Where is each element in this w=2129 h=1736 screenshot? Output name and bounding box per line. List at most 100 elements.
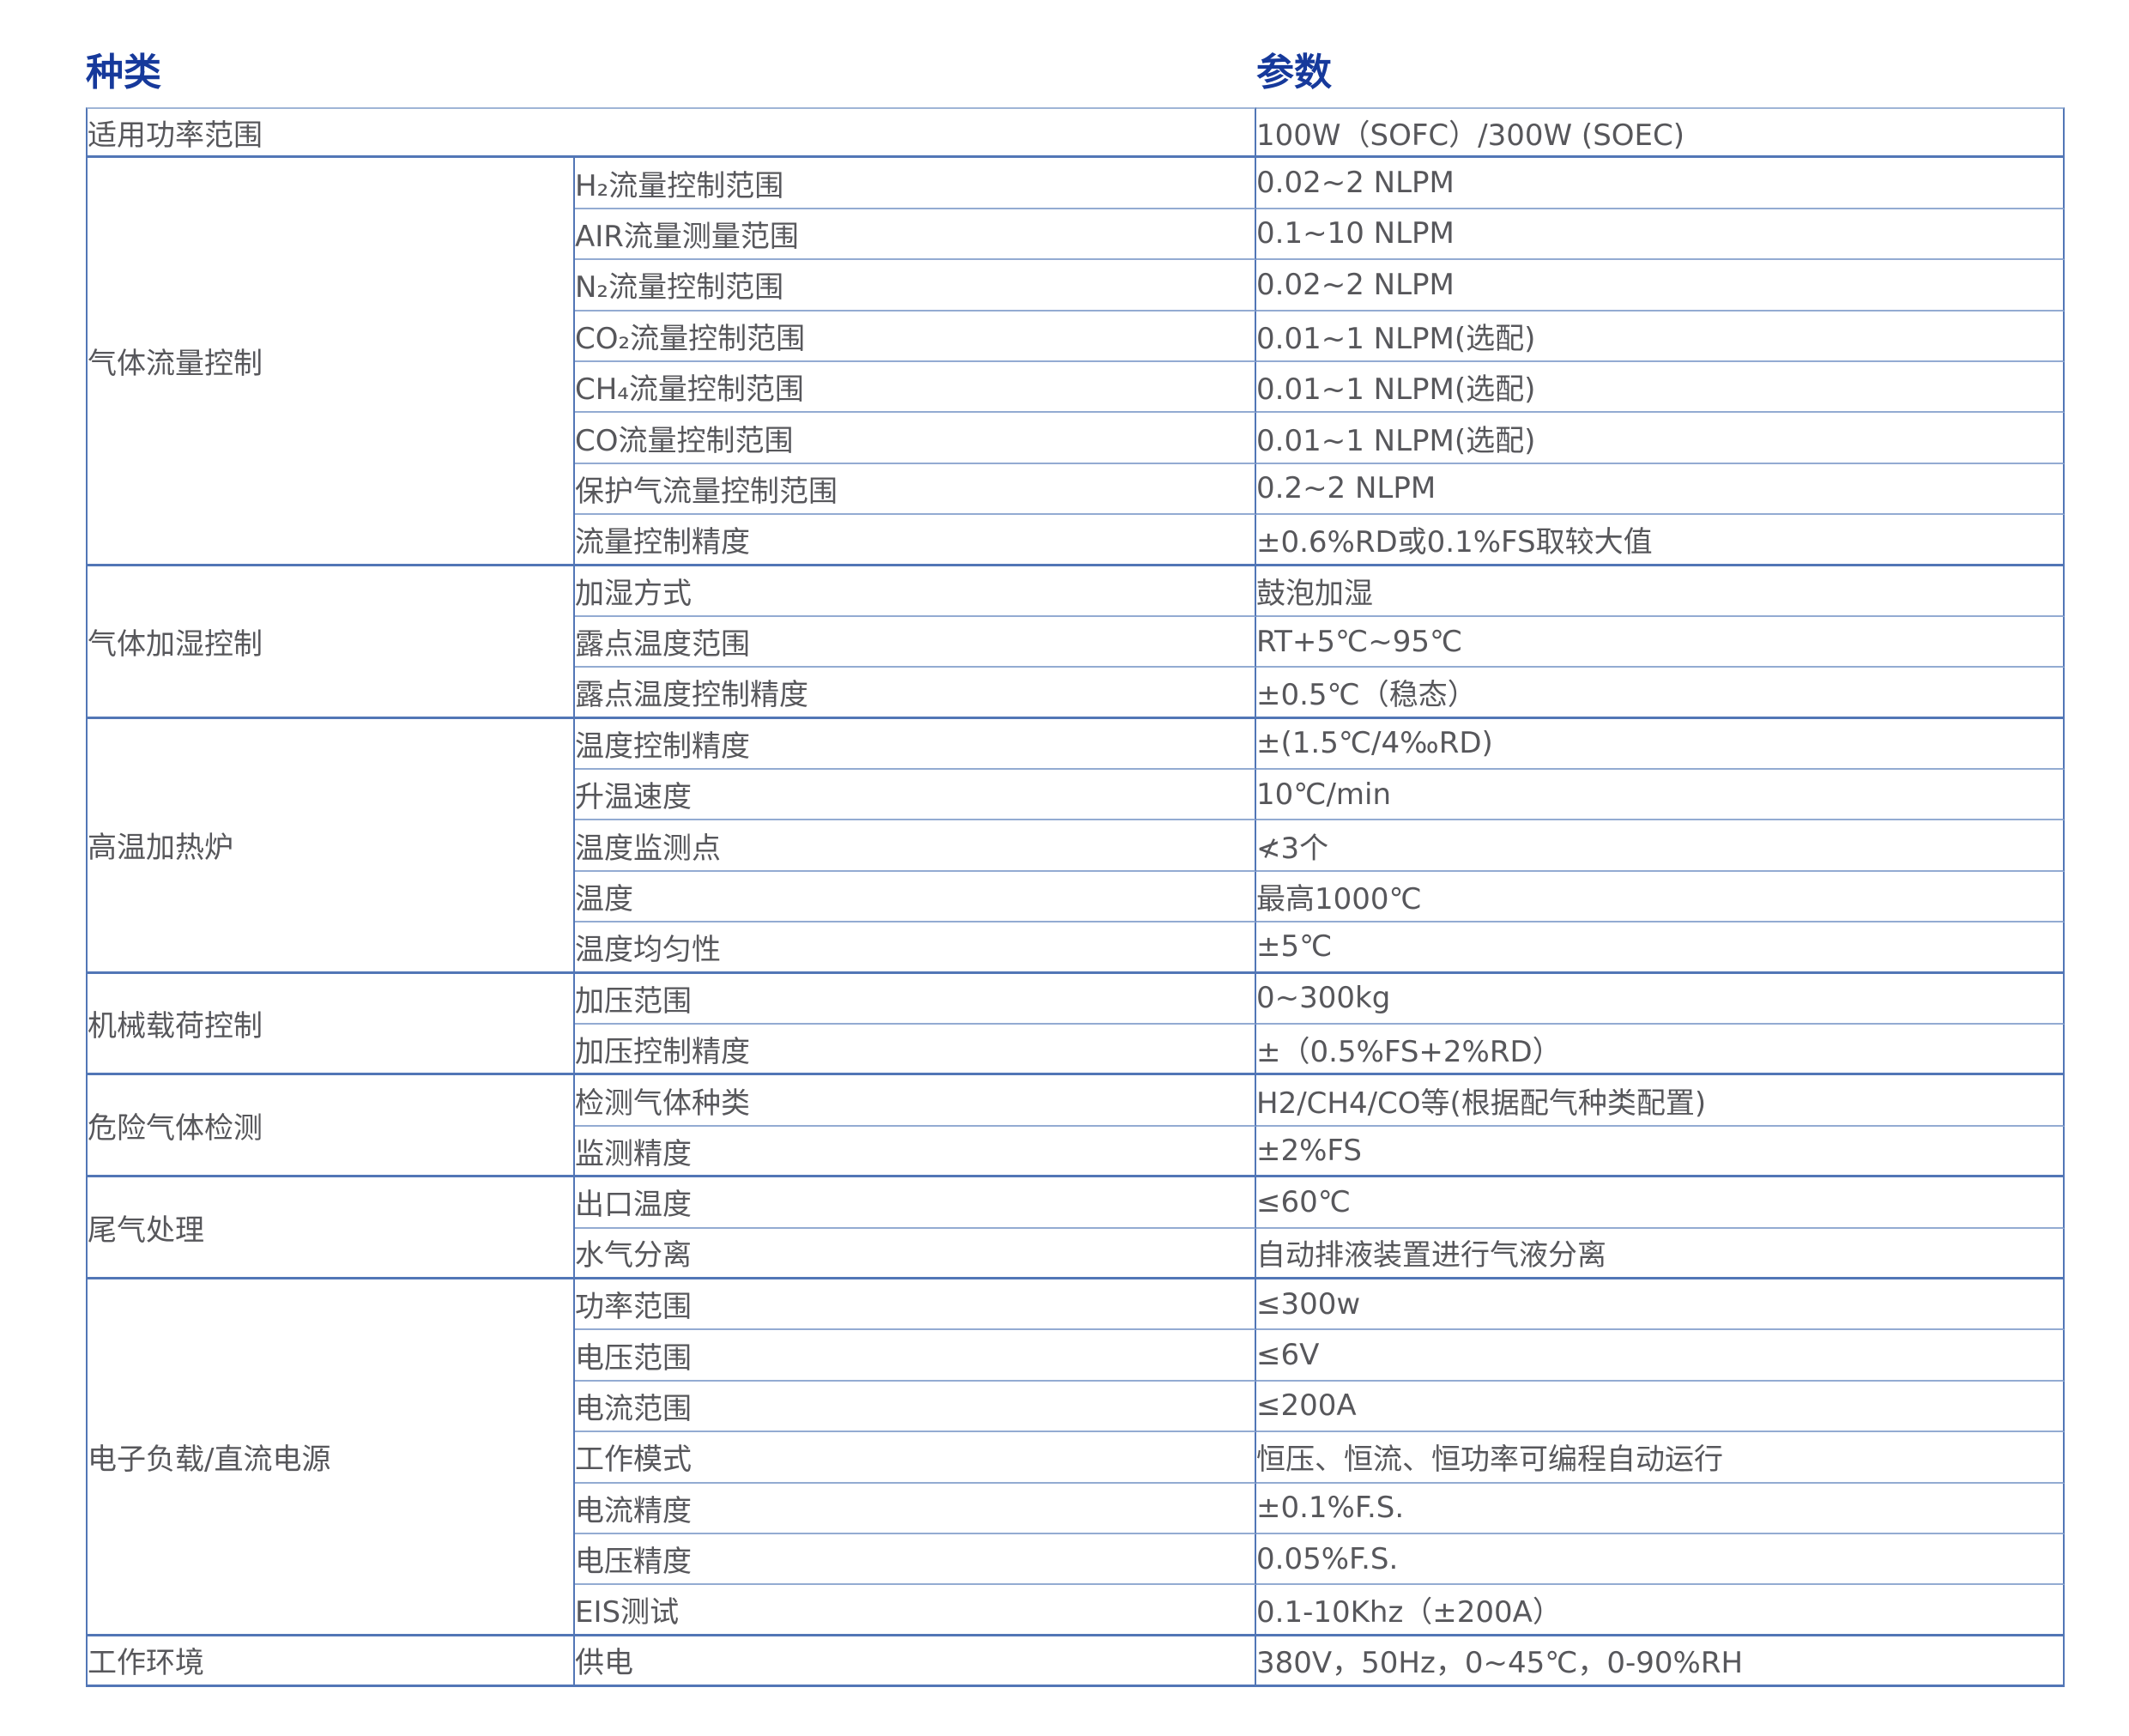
value-cell: ±0.6%RD或0.1%FS取较大值 [1256,515,2065,566]
table-row: 电流范围 ≤200A [86,1381,2065,1433]
table-row: EIS测试 0.1-10Khz（±200A） [86,1585,2065,1636]
value-cell: ≤300w [1256,1279,2065,1331]
value-cell: 0.2~2 NLPM [1256,463,2065,516]
param-cell: 保护气流量控制范围 [575,463,1256,516]
table-row: 电子负载/直流电源 功率范围 ≤300w [86,1279,2065,1636]
category-cell: 气体流量控制 [86,158,575,566]
param-cell: 流量控制精度 [575,515,1256,566]
table-row: CO₂流量控制范围 0.01~1 NLPM(选配) [86,311,2065,362]
spec-table: 种类 参数 适用功率范围 100W（SOFC）/300W (SOEC) 气体流量… [86,30,2065,1688]
table-row: 电压精度 0.05%F.S. [86,1533,2065,1586]
param-cell: EIS测试 [575,1585,1256,1636]
category-cell: 危险气体检测 [86,1075,575,1178]
param-cell: 功率范围 [575,1279,1256,1331]
param-cell: 电流范围 [575,1381,1256,1433]
value-cell: 鼓泡加湿 [1256,566,2065,617]
table-row-power-range: 适用功率范围 100W（SOFC）/300W (SOEC) [86,107,2065,159]
value-cell: ±(1.5℃/4‰RD) [1256,718,2065,771]
table-row: 流量控制精度 ±0.6%RD或0.1%FS取较大值 [86,515,2065,566]
table-row: 温度 最高1000℃ [86,871,2065,923]
param-cell: 加湿方式 [575,566,1256,617]
category-cell: 尾气处理 [86,1177,575,1279]
param-cell: 监测精度 [575,1126,1256,1178]
header-row: 种类 参数 [86,30,2065,107]
header-category-label: 种类 [86,51,161,94]
param-cell: 加压控制精度 [575,1025,1256,1076]
param-cell: 温度控制精度 [575,718,1256,771]
table-row: 高温加热炉 温度控制精度 ±(1.5℃/4‰RD) [86,718,2065,974]
param-cell: AIR流量测量范围 [575,209,1256,261]
param-cell: CO₂流量控制范围 [575,311,1256,362]
table-row: 加压控制精度 ±（0.5%FS+2%RD） [86,1025,2065,1076]
table-row: 露点温度控制精度 ±0.5℃（稳态） [86,668,2065,719]
table-row: 升温速度 10℃/min [86,770,2065,821]
value-cell: ±0.1%F.S. [1256,1483,2065,1534]
value-cell: 0.02~2 NLPM [1256,260,2065,312]
param-cell: 温度均匀性 [575,922,1256,974]
value-cell: ≤200A [1256,1381,2065,1433]
header-params-label: 参数 [1256,51,1332,94]
value-cell: ±5℃ [1256,922,2065,974]
param-cell: 出口温度 [575,1177,1256,1229]
value-cell: 自动排液装置进行气液分离 [1256,1228,2065,1279]
table-row: 露点温度范围 RT+5℃~95℃ [86,616,2065,668]
value-cell: ±2%FS [1256,1126,2065,1178]
value-cell: 0.01~1 NLPM(选配) [1256,311,2065,362]
param-cell: CH₄流量控制范围 [575,361,1256,414]
value-cell: 0.1-10Khz（±200A） [1256,1585,2065,1636]
param-cell: 供电 [575,1636,1256,1688]
table-row: 危险气体检测 检测气体种类 H2/CH4/CO等(根据配气种类配置) [86,1075,2065,1178]
value-cell: ≮3个 [1256,820,2065,872]
value-cell: ±（0.5%FS+2%RD） [1256,1025,2065,1076]
param-cell: CO流量控制范围 [575,413,1256,464]
value-cell: 0.1~10 NLPM [1256,209,2065,261]
table-row: 机械载荷控制 加压范围 0~300kg [86,973,2065,1076]
table-row: 工作环境 供电 380V，50Hz，0~45℃，0-90%RH [86,1636,2065,1688]
table-row: 气体流量控制 H₂流量控制范围 0.02~2 NLPM [86,158,2065,566]
param-cell: 升温速度 [575,770,1256,821]
value-cell: 恒压、恒流、恒功率可编程自动运行 [1256,1432,2065,1484]
value-cell: 380V，50Hz，0~45℃，0-90%RH [1256,1636,2065,1688]
param-cell: 加压范围 [575,973,1256,1025]
param-cell: 温度 [575,871,1256,923]
value-cell: ≤6V [1256,1330,2065,1382]
param-cell: H₂流量控制范围 [575,158,1256,209]
table-row: 保护气流量控制范围 0.2~2 NLPM [86,463,2065,516]
header-cell-params: 参数 [1256,30,2065,107]
value-cell: 10℃/min [1256,770,2065,821]
value-cell: 0.01~1 NLPM(选配) [1256,413,2065,464]
param-cell: 水气分离 [575,1228,1256,1279]
table-row: CH₄流量控制范围 0.01~1 NLPM(选配) [86,361,2065,414]
table-row: 监测精度 ±2%FS [86,1126,2065,1178]
category-cell: 电子负载/直流电源 [86,1279,575,1636]
value-cell: 0.05%F.S. [1256,1533,2065,1586]
value-cell: 最高1000℃ [1256,871,2065,923]
value-cell: ≤60℃ [1256,1177,2065,1229]
category-cell: 机械载荷控制 [86,973,575,1076]
table-row: 电压范围 ≤6V [86,1330,2065,1382]
param-cell: 温度监测点 [575,820,1256,872]
value-cell: H2/CH4/CO等(根据配气种类配置) [1256,1075,2065,1127]
category-cell: 气体加湿控制 [86,566,575,719]
value-cell: 0~300kg [1256,973,2065,1025]
value-cell: 0.01~1 NLPM(选配) [1256,361,2065,414]
table-row: 水气分离 自动排液装置进行气液分离 [86,1228,2065,1279]
table-row: 气体加湿控制 加湿方式 鼓泡加湿 [86,566,2065,719]
param-cell: 电压精度 [575,1533,1256,1586]
value-cell: ±0.5℃（稳态） [1256,668,2065,719]
param-cell: 检测气体种类 [575,1075,1256,1127]
category-cell: 工作环境 [86,1636,575,1688]
table-row: N₂流量控制范围 0.02~2 NLPM [86,260,2065,312]
table-row: 电流精度 ±0.1%F.S. [86,1483,2065,1534]
param-cell: 工作模式 [575,1432,1256,1484]
table-row: 温度监测点 ≮3个 [86,820,2065,872]
param-cell: 电流精度 [575,1483,1256,1534]
category-cell: 高温加热炉 [86,718,575,974]
table-row: AIR流量测量范围 0.1~10 NLPM [86,209,2065,261]
value-cell: 0.02~2 NLPM [1256,158,2065,209]
table-row: CO流量控制范围 0.01~1 NLPM(选配) [86,413,2065,464]
param-cell: 露点温度范围 [575,616,1256,668]
table-row: 温度均匀性 ±5℃ [86,922,2065,974]
param-cell: N₂流量控制范围 [575,260,1256,312]
